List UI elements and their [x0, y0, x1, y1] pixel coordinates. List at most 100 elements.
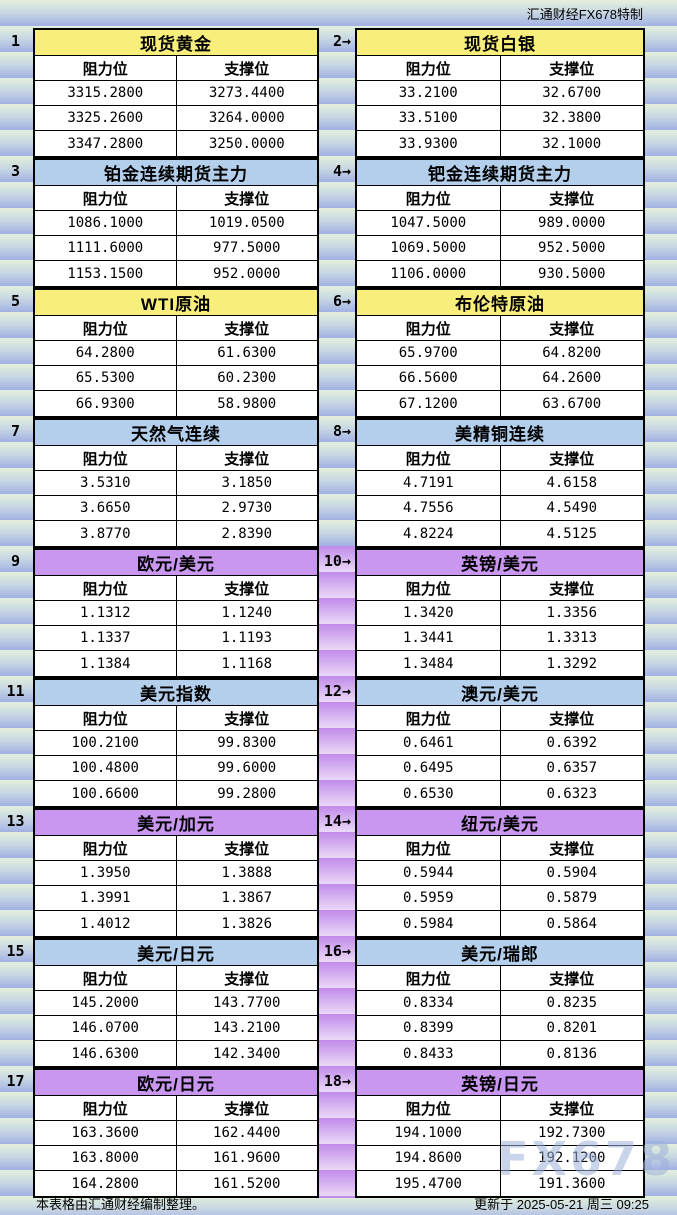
panel-13: 美元/加元 阻力位 支撑位 1.3950 1.3888 1.3991 1.3867 1.401… — [33, 808, 319, 938]
support-value: 0.6323 — [546, 785, 598, 802]
support-column-header: 支撑位 — [549, 580, 595, 598]
panel-11: 美元指数 阻力位 支撑位 100.2100 99.8300 100.4800 99.6000… — [33, 678, 319, 808]
resistance-value: 0.6530 — [357, 781, 501, 806]
table-row: 4.7191 4.6158 — [357, 471, 643, 496]
panel-number: 11 — [6, 682, 25, 700]
support-value: 3.1850 — [221, 475, 273, 491]
support-column-header: 支撑位 — [224, 320, 270, 338]
resistance-value: 3315.2800 — [35, 81, 177, 105]
column-header-row: 阻力位 支撑位 — [35, 446, 317, 471]
support-value: 0.8201 — [546, 1020, 598, 1036]
support-value: 0.8136 — [546, 1045, 598, 1062]
support-column-header: 支撑位 — [549, 1100, 595, 1118]
table-row: 1.1384 1.1168 — [35, 651, 317, 676]
support-value: 0.6357 — [546, 760, 598, 776]
panel-number: 9 — [10, 552, 21, 570]
resistance-value: 3.6650 — [35, 496, 177, 520]
support-column-header: 支撑位 — [224, 710, 270, 728]
table-row: 3.5310 3.1850 — [35, 471, 317, 496]
panel-title: 欧元/美元 — [35, 550, 317, 576]
resistance-column-header: 阻力位 — [35, 576, 177, 600]
resistance-value: 3.8770 — [35, 521, 177, 546]
panel-number: 15 — [6, 942, 25, 960]
panel-title: 美元/加元 — [35, 810, 317, 836]
column-header-row: 阻力位 支撑位 — [35, 836, 317, 861]
support-value: 64.8200 — [542, 345, 602, 361]
resistance-value: 1.1384 — [35, 651, 177, 676]
table-row: 65.9700 64.8200 — [357, 341, 643, 366]
table-row: 1069.5000 952.5000 — [357, 236, 643, 261]
table-row: 0.8433 0.8136 — [357, 1041, 643, 1066]
table-row: 100.2100 99.8300 — [35, 731, 317, 756]
resistance-value: 1111.6000 — [35, 236, 177, 260]
panel-17: 欧元/日元 阻力位 支撑位 163.3600 162.4400 163.8000 161.9… — [33, 1068, 319, 1198]
support-value: 4.5490 — [546, 500, 598, 516]
column-header-row: 阻力位 支撑位 — [35, 576, 317, 601]
panel-title: 美元/瑞郎 — [357, 940, 643, 966]
column-header-row: 阻力位 支撑位 — [35, 966, 317, 991]
column-header-row: 阻力位 支撑位 — [357, 1096, 643, 1121]
support-value: 1.3888 — [221, 865, 273, 881]
resistance-value: 194.8600 — [357, 1146, 501, 1170]
resistance-value: 4.7191 — [357, 471, 501, 495]
table-row: 0.8334 0.8235 — [357, 991, 643, 1016]
resistance-value: 0.8433 — [357, 1041, 501, 1066]
table-row: 100.4800 99.6000 — [35, 756, 317, 781]
table-row: 3.8770 2.8390 — [35, 521, 317, 546]
resistance-value: 4.7556 — [357, 496, 501, 520]
support-value: 0.8235 — [546, 995, 598, 1011]
panel-number-arrow: 12→ — [323, 682, 351, 700]
column-header-row: 阻力位 支撑位 — [357, 576, 643, 601]
resistance-value: 4.8224 — [357, 521, 501, 546]
support-value: 143.7700 — [213, 995, 281, 1011]
resistance-value: 146.6300 — [35, 1041, 177, 1066]
support-value: 99.8300 — [217, 735, 277, 751]
support-value: 3264.0000 — [208, 110, 285, 126]
panel-title: 英镑/日元 — [357, 1070, 643, 1096]
panel-number: 7 — [10, 422, 21, 440]
resistance-column-header: 阻力位 — [357, 56, 501, 80]
support-value: 32.6700 — [542, 85, 602, 101]
resistance-column-header: 阻力位 — [35, 836, 177, 860]
support-value: 0.5904 — [546, 865, 598, 881]
support-value: 32.3800 — [542, 110, 602, 126]
resistance-value: 164.2800 — [35, 1171, 177, 1196]
table-row: 3325.2600 3264.0000 — [35, 106, 317, 131]
resistance-value: 100.2100 — [35, 731, 177, 755]
support-value: 192.1200 — [538, 1150, 606, 1166]
resistance-value: 1.3991 — [35, 886, 177, 910]
table-row: 100.6600 99.2800 — [35, 781, 317, 806]
support-value: 3273.4400 — [208, 85, 285, 101]
panel-title: 英镑/美元 — [357, 550, 643, 576]
support-value: 952.5000 — [538, 240, 606, 256]
panel-number-arrow: 4→ — [332, 162, 351, 180]
resistance-value: 1106.0000 — [357, 261, 501, 286]
table-row: 0.5944 0.5904 — [357, 861, 643, 886]
table-row: 146.0700 143.2100 — [35, 1016, 317, 1041]
support-column-header: 支撑位 — [224, 190, 270, 208]
resistance-value: 1069.5000 — [357, 236, 501, 260]
support-value: 63.6700 — [542, 395, 602, 412]
resistance-value: 3325.2600 — [35, 106, 177, 130]
panel-title: 美精铜连续 — [357, 420, 643, 446]
support-value: 99.2800 — [217, 785, 277, 802]
resistance-value: 1.4012 — [35, 911, 177, 936]
table-row: 1153.1500 952.0000 — [35, 261, 317, 286]
update-timestamp: 更新于 2025-05-21 周三 09:25 — [474, 1197, 649, 1212]
resistance-value: 66.5600 — [357, 366, 501, 390]
table-row: 66.9300 58.9800 — [35, 391, 317, 416]
panel-1: 现货黄金 阻力位 支撑位 3315.2800 3273.4400 3325.2600 326… — [33, 28, 319, 158]
support-value: 2.9730 — [221, 500, 273, 516]
support-column-header: 支撑位 — [549, 320, 595, 338]
table-row: 0.6530 0.6323 — [357, 781, 643, 806]
support-value: 162.4400 — [213, 1125, 281, 1141]
resistance-value: 100.6600 — [35, 781, 177, 806]
support-value: 192.7300 — [538, 1125, 606, 1141]
support-value: 1.1168 — [221, 655, 273, 672]
resistance-value: 1.1337 — [35, 626, 177, 650]
support-column-header: 支撑位 — [549, 60, 595, 78]
table-row: 1.3950 1.3888 — [35, 861, 317, 886]
support-value: 1.3356 — [546, 605, 598, 621]
table-row: 33.5100 32.3800 — [357, 106, 643, 131]
table-row: 66.5600 64.2600 — [357, 366, 643, 391]
